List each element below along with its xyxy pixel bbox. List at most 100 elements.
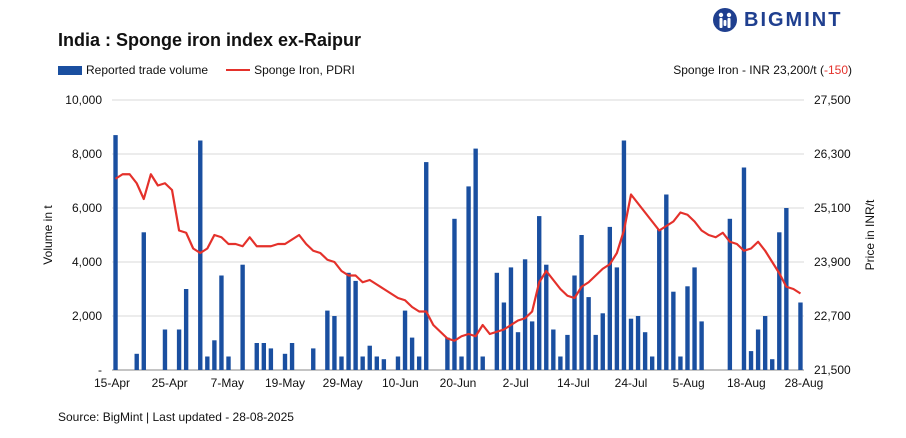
volume-bar (452, 218, 457, 370)
y-right-tick-label: 21,500 (814, 363, 851, 377)
volume-bar (445, 337, 450, 370)
y-right-tick-label: 27,500 (814, 93, 851, 107)
y-left-tick-label: 10,000 (65, 93, 102, 107)
x-tick-label: 15-Apr (94, 376, 130, 390)
volume-bar (748, 351, 754, 370)
volume-bar (579, 235, 584, 370)
volume-bar (501, 302, 507, 370)
source-note: Source: BigMint | Last updated - 28-08-2… (58, 410, 294, 424)
volume-bar (183, 289, 189, 370)
volume-bar (565, 334, 570, 370)
volume-bar (755, 329, 761, 370)
volume-bar (572, 275, 577, 370)
price-note: Sponge Iron - INR 23,200/t (-150) (673, 63, 852, 77)
volume-bar (360, 356, 365, 370)
x-tick-label: 28-Aug (785, 376, 824, 390)
volume-bar (494, 272, 500, 370)
volume-bar (332, 316, 337, 370)
volume-bar (614, 267, 620, 370)
y-right-tick-label: 25,100 (814, 201, 851, 215)
x-tick-label: 20-Jun (440, 376, 477, 390)
x-tick-label: 14-Jul (557, 376, 590, 390)
x-tick-label: 2-Jul (503, 376, 529, 390)
volume-bar (671, 291, 676, 370)
volume-bar (311, 348, 316, 370)
volume-bar (515, 332, 521, 370)
price-note-prefix: Sponge Iron - INR 23,200/t ( (673, 63, 824, 77)
volume-bar (628, 318, 634, 370)
legend-item-volume: Reported trade volume (58, 63, 208, 77)
volume-bar (649, 356, 655, 370)
volume-bar (678, 356, 683, 370)
volume-bar (261, 343, 267, 370)
volume-bar (409, 337, 415, 370)
volume-bar (219, 275, 224, 370)
legend-swatch-volume (58, 65, 82, 75)
volume-bar (205, 356, 210, 370)
y-right-tick-label: 26,300 (814, 147, 851, 161)
axes: - 2,000 4,000 6,000 8,000 10,000 21,500 22,700 2… (41, 93, 877, 390)
volume-bar (162, 329, 168, 370)
chart-title: India : Sponge iron index ex-Raipur (58, 30, 362, 50)
volume-bar (113, 135, 118, 370)
x-tick-label: 29-May (323, 376, 363, 390)
volume-bar (254, 343, 259, 370)
volume-bar (141, 232, 146, 370)
volume-bar (635, 316, 641, 370)
volume-bar (240, 264, 245, 370)
volume-bar (784, 208, 789, 370)
y-left-tick-label: 6,000 (72, 201, 102, 215)
volume-bar (402, 310, 408, 370)
volume-bar (212, 340, 217, 370)
y-left-tick-label: 2,000 (72, 309, 102, 323)
volume-bar (522, 259, 528, 370)
price-line (114, 173, 802, 342)
y-right-tick-label: 22,700 (814, 309, 851, 323)
volume-bar (282, 353, 288, 370)
x-tick-label: 7-May (211, 376, 244, 390)
volume-bar (685, 286, 690, 370)
brand-logo: BIGMINT (712, 5, 842, 35)
volume-bar (657, 229, 662, 370)
volume-bar (642, 332, 648, 370)
bigmint-logo-icon (713, 8, 737, 32)
price-note-suffix: ) (848, 63, 852, 77)
volume-bar (289, 343, 295, 370)
y-left-tick-label: 8,000 (72, 147, 102, 161)
volume-bar (134, 353, 139, 370)
x-tick-label: 19-May (265, 376, 305, 390)
price-line-layer (114, 173, 802, 342)
volume-bar (544, 264, 549, 370)
volume-bar (607, 226, 613, 370)
volume-bar (466, 186, 471, 370)
y-right-axis-title: Price in INR/t (863, 199, 877, 270)
volume-bar (473, 148, 478, 370)
legend-label-volume: Reported trade volume (86, 63, 209, 77)
price-change: -150 (823, 63, 848, 77)
volume-bar (621, 140, 627, 370)
volume-bar (798, 302, 803, 370)
volume-bar (770, 359, 775, 370)
volume-bar (558, 356, 563, 370)
x-tick-label: 25-Apr (152, 376, 188, 390)
volume-bar (353, 280, 358, 370)
volume-bars (113, 135, 803, 370)
volume-bar (537, 216, 542, 370)
volume-bar (176, 329, 182, 370)
volume-bar (777, 232, 782, 370)
volume-bar (762, 316, 768, 370)
volume-bar (374, 356, 379, 370)
brand-name: BIGMINT (744, 8, 843, 31)
volume-bar (198, 140, 203, 370)
volume-bar (741, 167, 747, 370)
volume-bar (692, 267, 697, 370)
volume-bar (529, 321, 535, 370)
legend-label-price: Sponge Iron, PDRI (254, 63, 355, 77)
volume-bar (226, 356, 231, 370)
volume-bar (268, 348, 274, 370)
y-right-tick-label: 23,900 (814, 255, 851, 269)
volume-bar (727, 218, 733, 370)
volume-bar (699, 321, 704, 370)
chart-legend: Reported trade volume Sponge Iron, PDRI (58, 63, 373, 77)
